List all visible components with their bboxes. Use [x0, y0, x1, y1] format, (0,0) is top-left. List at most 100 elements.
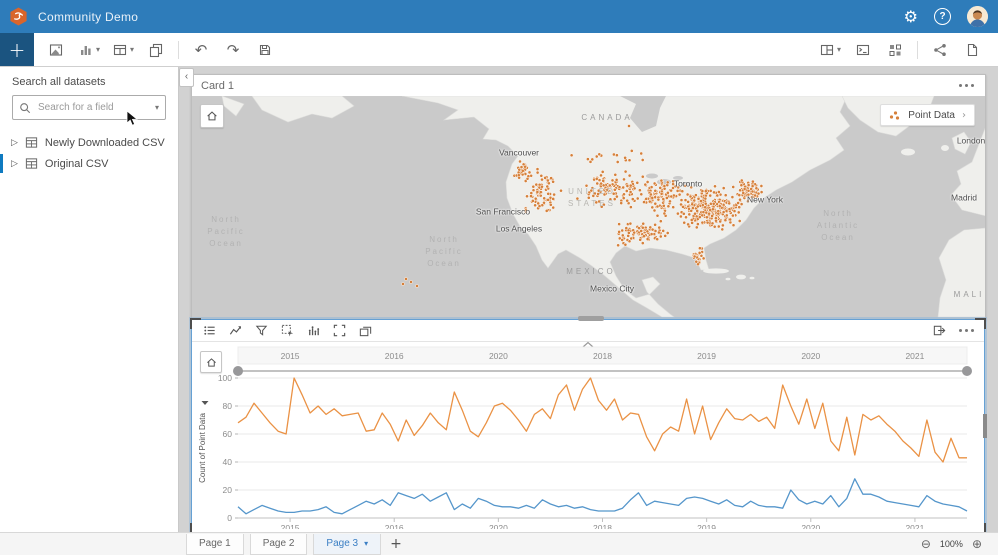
new-chart-button[interactable]: ▾ [78, 37, 100, 63]
search-dropdown-caret-icon[interactable]: ▾ [154, 103, 159, 112]
binary-view-button[interactable] [885, 37, 905, 63]
table-dropdown-caret-icon[interactable]: ▾ [130, 45, 135, 54]
layout-icon [820, 44, 834, 55]
duplicate-button[interactable] [146, 37, 166, 63]
new-table-button[interactable]: ▾ [112, 37, 134, 63]
add-page-button[interactable]: + [390, 536, 402, 552]
basemap [192, 96, 985, 318]
timeline-year-label: 2019 [697, 351, 716, 361]
time-series-chart[interactable]: Count of Point Data 2015 2016 2020 2018 2019… [192, 341, 982, 529]
y-tick-label: 60 [223, 429, 233, 439]
legend-label: Point Data [908, 109, 955, 121]
filter-button[interactable] [254, 323, 269, 338]
map-legend[interactable]: Point Data › [880, 104, 975, 126]
resize-handle-top-right[interactable] [975, 318, 986, 329]
y-tick-label: 80 [223, 401, 233, 411]
time-slider-handle-left[interactable] [233, 366, 243, 376]
zoom-controls: ⊖ 100% ⊕ [921, 537, 982, 551]
data-pane: Search all datasets ▾ ▷ Newly Downloaded … [0, 66, 179, 533]
redo-button[interactable]: ↷ [226, 40, 240, 59]
statistics-button[interactable] [306, 323, 321, 338]
expand-icon [333, 324, 346, 337]
add-card-button[interactable]: + [0, 33, 34, 66]
save-button[interactable] [255, 37, 275, 63]
page-tab-label: Page 2 [262, 538, 295, 549]
page-tab-label: Page 3 [326, 538, 359, 549]
map-card-menu-button[interactable] [957, 80, 976, 91]
timeline-year-label: 2020 [801, 351, 820, 361]
new-map-button[interactable] [46, 37, 66, 63]
field-search-input[interactable] [36, 101, 150, 114]
console-button[interactable] [853, 37, 873, 63]
undo-button[interactable]: ↶ [194, 40, 208, 59]
y-tick-label: 100 [218, 373, 232, 383]
help-icon[interactable]: ? [934, 8, 951, 25]
move-to-page-button[interactable] [932, 323, 947, 338]
legend-button[interactable] [202, 323, 217, 338]
app-title: Community Demo [38, 9, 139, 24]
dataset-list: ▷ Newly Downloaded CSV ▷ Original CSV [0, 132, 178, 174]
page-bar: Page 1 Page 2 Page 3 ▾ + ⊖ 100% ⊕ [0, 532, 998, 555]
home-icon [206, 357, 216, 367]
chart-type-button[interactable] [228, 323, 243, 338]
page-tab[interactable]: Page 1 [186, 533, 244, 555]
zoom-fit-button[interactable] [332, 323, 347, 338]
dataset-expander-icon[interactable]: ▷ [11, 137, 18, 148]
statistics-icon [308, 326, 320, 336]
search-icon [20, 102, 31, 113]
dataset-label: Newly Downloaded CSV [44, 136, 165, 149]
share-button[interactable] [930, 37, 950, 63]
table-icon [113, 44, 127, 55]
save-icon [259, 44, 271, 55]
layout-dropdown-caret-icon[interactable]: ▾ [836, 45, 841, 54]
chart-card-menu-button[interactable] [957, 325, 976, 336]
dataset-search-box[interactable]: ▾ [12, 95, 166, 120]
y-tick-label: 20 [223, 485, 233, 495]
dataset-item[interactable]: ▷ Newly Downloaded CSV [0, 132, 178, 153]
export-page-button[interactable] [962, 37, 982, 63]
card-divider-handle[interactable] [578, 316, 604, 321]
selected-indicator [0, 154, 3, 173]
layout-button[interactable]: ▾ [819, 37, 841, 63]
map-home-button[interactable] [200, 104, 224, 128]
toolbar-separator [917, 40, 918, 59]
zoom-out-icon[interactable]: ⊖ [920, 537, 931, 551]
chart-toolbar [192, 320, 984, 342]
collapse-data-pane-button[interactable]: ‹ [179, 68, 194, 87]
x-tick-label: 2020 [489, 523, 508, 529]
dataset-item[interactable]: ▷ Original CSV [0, 153, 178, 174]
map-canvas[interactable]: CANADA UNITED STATES MEXICO MALI Vancouver To… [192, 96, 985, 319]
avatar[interactable] [967, 6, 988, 27]
toolbar-separator [178, 40, 180, 59]
search-datasets-title: Search all datasets [12, 76, 106, 88]
y-axis-label[interactable]: Count of Point Data [198, 413, 207, 483]
duplicate-icon [149, 43, 163, 57]
x-tick-label: 2016 [385, 523, 404, 529]
chart-card[interactable]: Count of Point Data 2015 2016 2020 2018 2019… [190, 318, 987, 534]
collapse-card-chevron-icon[interactable] [581, 341, 595, 348]
dataset-table-icon [25, 137, 38, 148]
zoom-in-icon[interactable]: ⊕ [971, 537, 982, 551]
binary-grid-icon [889, 44, 901, 56]
flip-card-button[interactable] [358, 323, 373, 338]
page-tab-caret-icon[interactable]: ▾ [364, 539, 369, 548]
app-logo-icon[interactable] [9, 7, 28, 26]
timeline-year-label: 2020 [489, 351, 508, 361]
selection-button[interactable] [280, 323, 295, 338]
map-card-header: Card 1 [192, 75, 985, 97]
dataset-table-icon [25, 158, 38, 169]
page-tab[interactable]: Page 2 [249, 533, 308, 555]
settings-icon[interactable]: ⚙ [903, 6, 918, 26]
x-tick-label: 2018 [593, 523, 612, 529]
chart-dropdown-caret-icon[interactable]: ▾ [96, 45, 101, 54]
dataset-expander-icon[interactable]: ▷ [11, 158, 18, 169]
time-slider-handle-right[interactable] [962, 366, 972, 376]
timeline-year-label: 2021 [905, 351, 924, 361]
resize-handle-right[interactable] [983, 414, 987, 438]
page-tab[interactable]: Page 3 ▾ [313, 533, 382, 555]
chart-home-button[interactable] [200, 351, 222, 373]
timeline-year-label: 2015 [281, 351, 300, 361]
resize-handle-top-left[interactable] [190, 318, 201, 329]
map-card[interactable]: Card 1 CANADA UNITED STATES MEXICO MALI Vanc… [191, 74, 986, 320]
series-line-blue [237, 478, 968, 515]
